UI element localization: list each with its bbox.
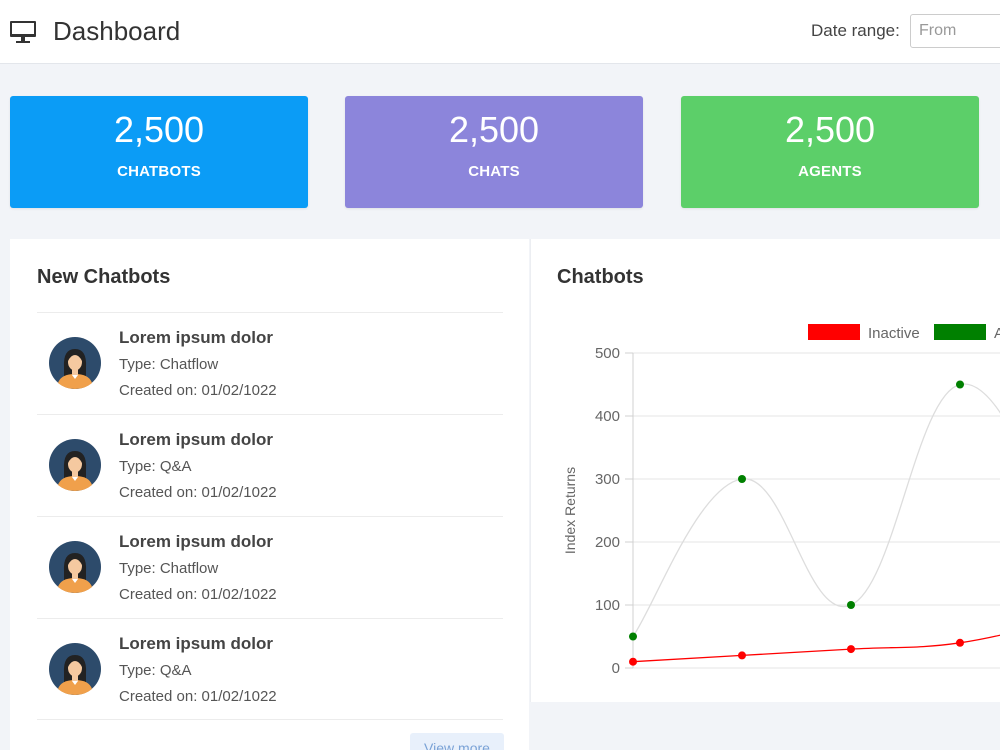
data-point xyxy=(956,380,964,389)
list-item[interactable]: Lorem ipsum dolor Type: Chatflow Created… xyxy=(37,516,503,618)
item-type: Type: Q&A xyxy=(119,662,192,679)
series-line-a xyxy=(632,383,1000,637)
legend-swatch xyxy=(808,324,860,340)
y-tick-label: 500 xyxy=(595,345,620,362)
data-point xyxy=(629,632,637,641)
list-item[interactable]: Lorem ipsum dolor Type: Q&A Created on: … xyxy=(37,414,503,516)
y-axis-label: Index Returns xyxy=(562,467,578,554)
new-chatbots-panel: New Chatbots Lorem ipsum dolor Type: Cha… xyxy=(10,239,529,750)
item-created: Created on: 01/02/1022 xyxy=(119,484,277,501)
item-name: Lorem ipsum dolor xyxy=(119,430,273,449)
series-line-inactive xyxy=(632,634,1000,663)
list-item[interactable]: Lorem ipsum dolor Type: Chatflow Created… xyxy=(37,312,503,414)
data-point xyxy=(847,601,855,609)
stat-label: CHATS xyxy=(468,163,520,180)
data-point xyxy=(629,657,637,666)
stat-card-chatbots[interactable]: 2,500 CHATBOTS xyxy=(10,96,308,208)
item-created: Created on: 01/02/1022 xyxy=(119,382,277,399)
legend-label: Inactive xyxy=(868,325,920,342)
y-tick-label: 100 xyxy=(595,597,620,614)
item-type: Type: Chatflow xyxy=(119,356,219,373)
stat-label: AGENTS xyxy=(798,163,862,180)
stat-value: 2,500 xyxy=(448,109,540,150)
item-created: Created on: 01/02/1022 xyxy=(119,586,277,603)
monitor-icon xyxy=(10,21,36,43)
y-tick-label: 300 xyxy=(595,471,620,488)
stat-card-agents[interactable]: 2,500 AGENTS xyxy=(681,96,979,208)
y-tick-label: 400 xyxy=(595,408,620,425)
stat-value: 2,500 xyxy=(784,109,876,150)
data-point xyxy=(956,638,964,647)
page-title: Dashboard xyxy=(53,16,181,46)
line-chart: 0 100 200 300 400 500 Index Returns Inactive A xyxy=(562,324,1000,677)
chatbots-chart-panel: Chatbots 0 100 200 300 400 500 Index Returns In… xyxy=(530,239,1000,702)
date-from-input[interactable] xyxy=(910,14,1000,48)
list-item[interactable]: Lorem ipsum dolor Type: Q&A Created on: … xyxy=(37,618,503,720)
y-tick-label: 200 xyxy=(595,534,620,551)
stat-value: 2,500 xyxy=(113,109,205,150)
legend-swatch xyxy=(934,324,986,340)
data-point xyxy=(738,475,746,483)
item-created: Created on: 01/02/1022 xyxy=(119,688,277,705)
y-tick-label: 0 xyxy=(612,660,620,677)
view-more-button[interactable]: View more xyxy=(410,733,504,750)
item-type: Type: Q&A xyxy=(119,458,192,475)
avatar-icon xyxy=(49,643,101,695)
item-name: Lorem ipsum dolor xyxy=(119,634,273,653)
legend-label: A xyxy=(994,325,1000,342)
item-name: Lorem ipsum dolor xyxy=(119,532,273,551)
date-range-label: Date range: xyxy=(811,21,900,40)
data-point xyxy=(738,651,746,660)
avatar-icon xyxy=(49,541,101,593)
chatbot-list: Lorem ipsum dolor Type: Chatflow Created… xyxy=(37,312,503,720)
stat-card-chats[interactable]: 2,500 CHATS xyxy=(345,96,643,208)
avatar-icon xyxy=(49,337,101,389)
stat-label: CHATBOTS xyxy=(117,163,201,180)
avatar-icon xyxy=(49,439,101,491)
data-point xyxy=(847,645,855,654)
panel-title: New Chatbots xyxy=(37,266,171,288)
item-type: Type: Chatflow xyxy=(119,560,219,577)
item-name: Lorem ipsum dolor xyxy=(119,328,273,347)
panel-title: Chatbots xyxy=(557,266,644,288)
top-bar: Dashboard Date range: xyxy=(0,0,1000,64)
